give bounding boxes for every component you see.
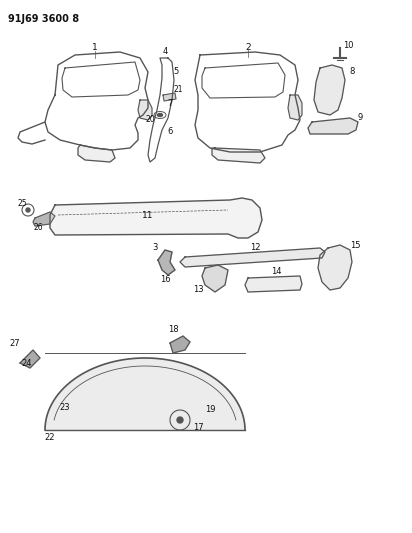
Text: 26: 26 [33,223,43,232]
Polygon shape [50,198,262,238]
Polygon shape [20,350,40,368]
Polygon shape [158,250,175,275]
Ellipse shape [157,114,162,117]
Polygon shape [138,100,152,120]
Text: 20: 20 [145,116,155,125]
Text: 2: 2 [245,43,251,52]
Circle shape [177,417,183,423]
Text: 18: 18 [168,326,178,335]
Text: 27: 27 [10,338,20,348]
Polygon shape [170,336,190,353]
Polygon shape [78,145,115,162]
Polygon shape [212,148,265,163]
Text: 5: 5 [173,68,179,77]
Circle shape [26,208,30,212]
Text: 13: 13 [193,286,203,295]
Polygon shape [245,276,302,292]
Text: 12: 12 [250,244,260,253]
Text: 1: 1 [92,44,98,52]
Polygon shape [163,93,176,101]
Text: 3: 3 [152,244,158,253]
Text: 8: 8 [349,68,355,77]
Text: 6: 6 [167,127,173,136]
Polygon shape [308,118,358,134]
Text: 17: 17 [193,424,203,432]
Text: 14: 14 [271,268,281,277]
Polygon shape [288,95,302,120]
Text: 11: 11 [142,211,154,220]
Text: 19: 19 [205,406,215,415]
Text: 10: 10 [343,41,353,50]
Text: 15: 15 [350,240,360,249]
Polygon shape [202,265,228,292]
Text: 25: 25 [17,199,27,208]
Text: 4: 4 [162,47,168,56]
Text: 16: 16 [160,276,170,285]
Text: 22: 22 [45,433,55,442]
Text: 24: 24 [22,359,32,367]
Text: 9: 9 [357,114,363,123]
Text: 7: 7 [167,100,173,109]
Polygon shape [45,358,245,430]
Polygon shape [318,245,352,290]
Text: 23: 23 [60,403,70,413]
Text: 21: 21 [173,85,183,94]
Text: 91J69 3600 8: 91J69 3600 8 [8,14,79,24]
Polygon shape [314,65,345,115]
Polygon shape [180,248,325,267]
Polygon shape [33,212,55,226]
